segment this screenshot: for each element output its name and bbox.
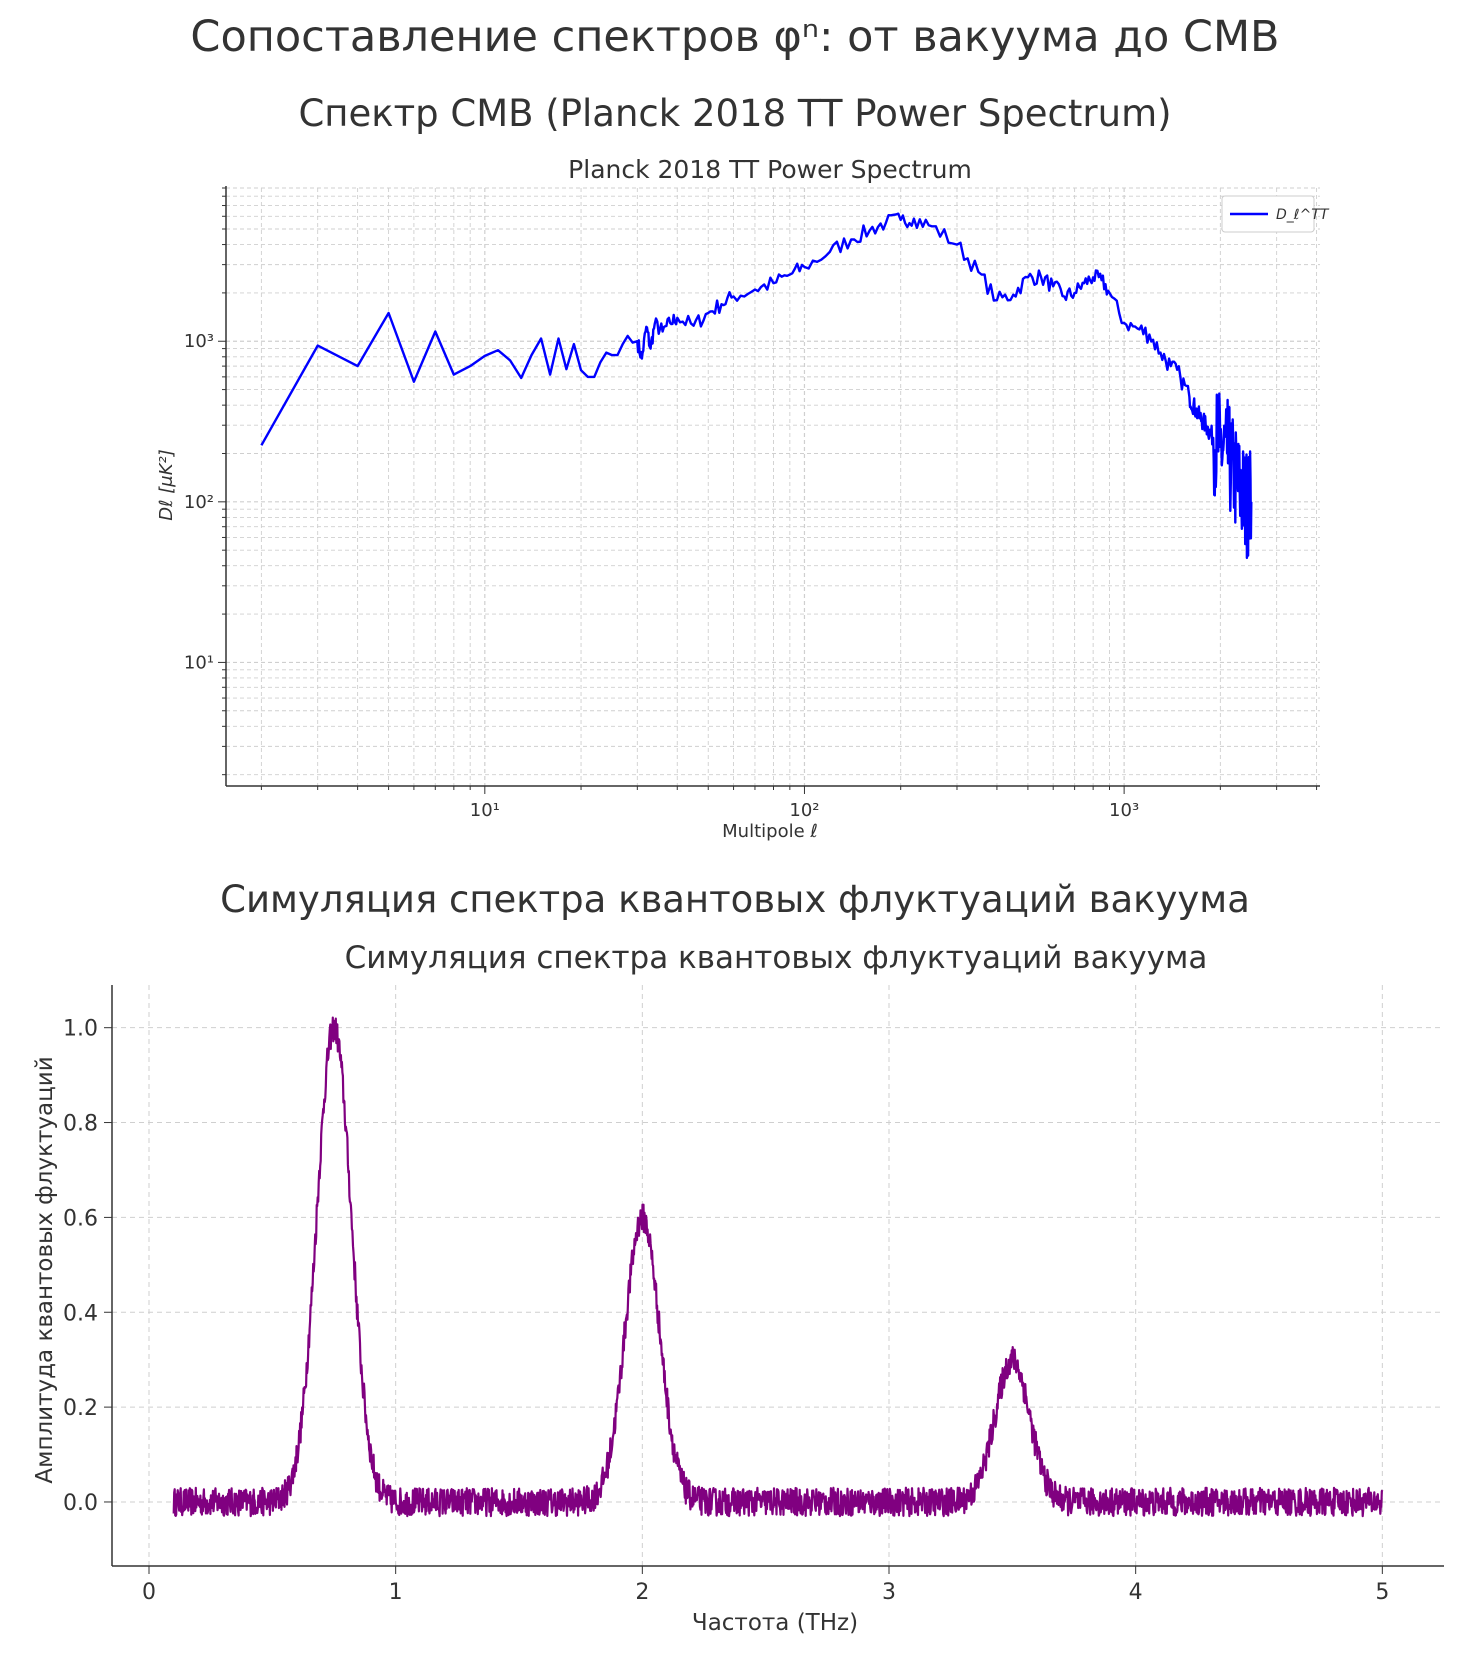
y-tick-label: 0.0 xyxy=(63,1491,98,1516)
vacuum-axes xyxy=(111,985,1444,1567)
legend-entry-label: D_ℓ^TT xyxy=(1276,207,1330,223)
cmb-y-axis-label: Dℓ [μK²] xyxy=(156,449,177,521)
cmb-ticks: 10¹ 10² 10³ 10¹ 10² 10³ xyxy=(184,187,1318,821)
y-tick-label: 0.6 xyxy=(63,1206,98,1231)
x-tick-label: 10² xyxy=(789,800,819,821)
x-tick-label: 10¹ xyxy=(470,800,500,821)
cmb-grid xyxy=(226,187,1320,786)
vacuum-y-axis-label: Амплитуда квантовых флуктуаций xyxy=(32,1056,58,1483)
x-tick-label: 5 xyxy=(1375,1580,1389,1605)
y-tick-label: 10³ xyxy=(184,331,214,352)
cmb-legend: D_ℓ^TT xyxy=(1221,195,1330,233)
x-tick-label: 0 xyxy=(142,1580,156,1605)
vacuum-section-title: Симуляция спектра квантовых флуктуаций в… xyxy=(220,878,1250,921)
y-tick-label: 10² xyxy=(184,492,214,513)
vacuum-ticks: 0 1 2 3 4 5 0.0 0.2 0.4 0.6 0.8 1.0 xyxy=(63,1017,1389,1605)
vacuum-x-axis-label: Частота (THz) xyxy=(692,1610,858,1636)
vacuum-chart-title: Симуляция спектра квантовых флуктуаций в… xyxy=(345,940,1208,976)
x-tick-label: 1 xyxy=(389,1580,403,1605)
y-tick-label: 0.2 xyxy=(63,1396,98,1421)
x-tick-label: 2 xyxy=(635,1580,649,1605)
vacuum-series-line xyxy=(172,1016,1384,1518)
cmb-spectrum-chart: 10¹ 10² 10³ 10¹ 10² 10³ Planck 2018 TT Power … xyxy=(156,155,1330,842)
x-tick-label: 3 xyxy=(882,1580,896,1605)
cmb-section-title: Спектр CMB (Planck 2018 TT Power Spectru… xyxy=(298,92,1172,135)
cmb-x-axis-label: Multipole ℓ xyxy=(722,821,818,842)
x-tick-label: 4 xyxy=(1129,1580,1143,1605)
y-tick-label: 0.4 xyxy=(63,1301,98,1326)
y-tick-label: 10¹ xyxy=(184,652,214,673)
vacuum-grid xyxy=(112,985,1444,1566)
y-tick-label: 0.8 xyxy=(63,1112,98,1137)
x-tick-label: 10³ xyxy=(1109,800,1139,821)
y-tick-label: 1.0 xyxy=(63,1017,98,1042)
cmb-chart-title: Planck 2018 TT Power Spectrum xyxy=(568,155,972,184)
main-title: Сопоставление спектров φⁿ: от вакуума до… xyxy=(190,12,1280,62)
cmb-series-line xyxy=(260,212,1253,560)
